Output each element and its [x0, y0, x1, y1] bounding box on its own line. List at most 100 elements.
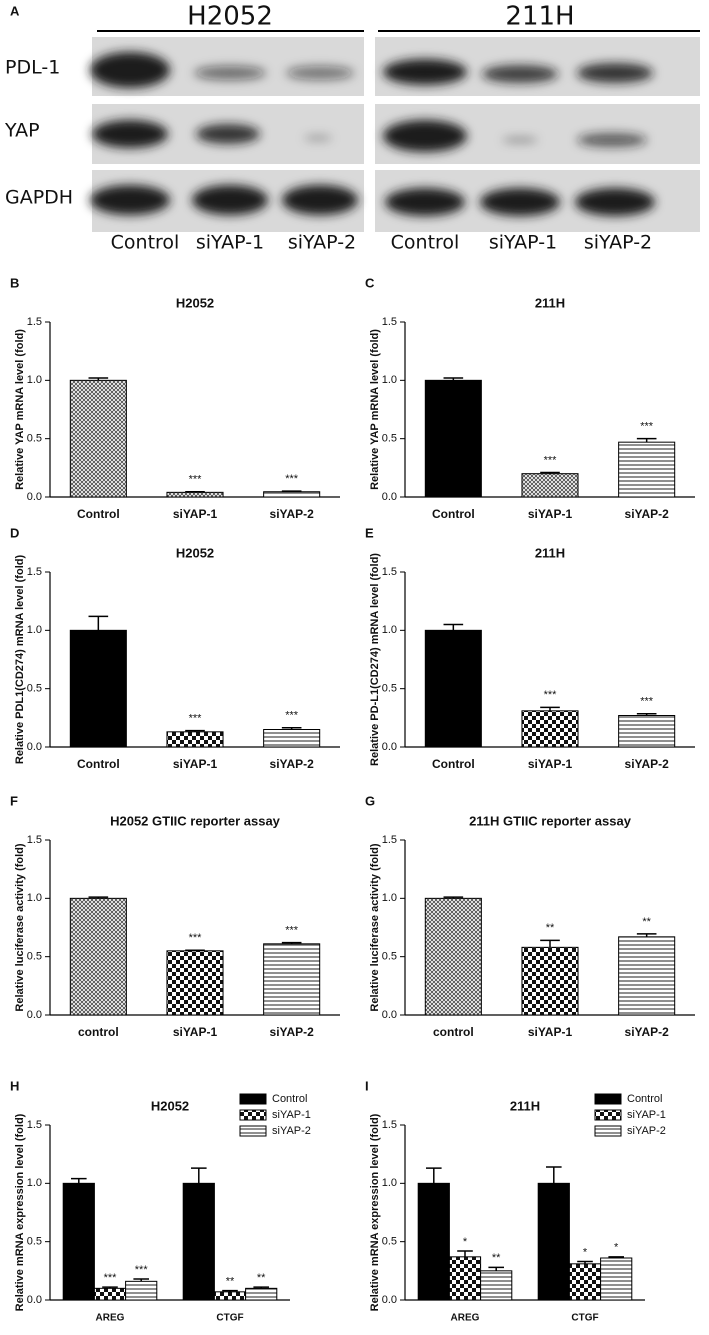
cell-line: H2052 [187, 2, 273, 32]
y-tick-label: 1.0 [382, 624, 397, 636]
significance: *** [135, 1264, 149, 1276]
significance: *** [640, 421, 654, 433]
legend-label: siYAP-1 [272, 1109, 311, 1121]
chart-title: 211H [535, 545, 565, 560]
lane-label: siYAP-1 [489, 232, 557, 254]
y-tick-label: 1.0 [382, 1177, 397, 1189]
bar [417, 1182, 450, 1301]
error-bar [540, 706, 560, 711]
y-tick-label: 0.5 [382, 683, 397, 695]
lane-label: Control [391, 232, 460, 254]
y-tick-label: 1.5 [27, 316, 42, 328]
panel-letter: B [10, 275, 19, 290]
y-tick-label: 0.0 [382, 1294, 397, 1306]
error-bar [457, 1250, 473, 1257]
significance: ** [257, 1272, 266, 1284]
x-tick-label: siYAP-2 [625, 757, 670, 771]
error-bar [71, 1177, 87, 1184]
significance: *** [104, 1272, 118, 1284]
y-tick-label: 1.0 [27, 892, 42, 904]
error-bar [636, 933, 657, 937]
y-axis-label: Relative PD-L1(CD274) mRNA level (fold) [369, 553, 381, 766]
x-tick-label: Control [432, 507, 475, 521]
western-blot: A H2052 211H PDL-1 YAP GAPDH Control siY… [4, 2, 700, 254]
y-tick-label: 1.0 [382, 892, 397, 904]
y-tick-label: 0.5 [382, 951, 397, 963]
chart-title: H2052 [151, 1098, 189, 1113]
panel-letter: A [10, 3, 20, 18]
x-tick-label: siYAP-2 [270, 757, 315, 771]
panel-letter: D [10, 525, 19, 540]
y-tick-label: 0.0 [27, 1294, 42, 1306]
y-tick-label: 0.5 [27, 951, 42, 963]
error-bar [253, 1286, 269, 1289]
x-tick-label: siYAP-1 [173, 1025, 218, 1039]
bar [424, 897, 482, 1016]
bar [166, 491, 224, 498]
legend-label: Control [627, 1093, 662, 1105]
bar [263, 729, 321, 748]
significance: ** [226, 1276, 235, 1288]
y-tick-label: 0.0 [382, 741, 397, 753]
error-bar [222, 1289, 238, 1292]
error-bar [102, 1286, 118, 1289]
x-tick-label: Control [432, 757, 475, 771]
lane-label: siYAP-2 [288, 232, 356, 254]
bar [521, 946, 579, 1016]
error-bar [88, 615, 109, 631]
y-tick-label: 0.0 [382, 491, 397, 503]
x-tick-label: CTGF [216, 1313, 243, 1324]
bar [424, 379, 482, 498]
x-tick-label: Control [77, 507, 120, 521]
bar [263, 491, 321, 498]
bar [182, 1182, 215, 1301]
legend-swatch [594, 1093, 622, 1105]
chart-title: H2052 [176, 545, 214, 560]
panel-letter: G [365, 793, 375, 808]
significance: *** [189, 713, 203, 725]
y-tick-label: 1.5 [27, 566, 42, 578]
error-bar [546, 1166, 562, 1184]
x-tick-label: siYAP-2 [625, 1025, 670, 1039]
error-bar [185, 949, 205, 951]
bands [90, 52, 655, 216]
bar [213, 1291, 247, 1301]
bar [618, 441, 676, 498]
y-tick-label: 1.0 [27, 1177, 42, 1189]
error-bar [636, 437, 657, 443]
y-tick-label: 0.0 [27, 1009, 42, 1021]
error-bar [133, 1278, 149, 1282]
error-bar [443, 896, 464, 899]
significance: ** [546, 922, 555, 934]
error-bar [88, 896, 109, 899]
bar [166, 950, 224, 1016]
y-axis-label: Relative mRNA expression level (fold) [369, 1113, 381, 1311]
lane-label: siYAP-1 [196, 232, 264, 254]
y-tick-label: 0.5 [382, 1236, 397, 1248]
bar [521, 710, 579, 748]
bar [166, 731, 224, 748]
x-tick-label: control [78, 1025, 119, 1039]
y-tick-label: 0.0 [27, 741, 42, 753]
error-bar [443, 623, 464, 631]
row-label: PDL-1 [5, 57, 60, 79]
error-bar [488, 1266, 504, 1271]
bar [448, 1256, 482, 1301]
panel-letter: C [365, 275, 375, 290]
y-axis-label: Relative luciferase activity (fold) [14, 843, 26, 1011]
error-bar [185, 729, 205, 732]
x-tick-label: AREG [96, 1313, 125, 1324]
significance: *** [285, 925, 299, 937]
y-axis-label: Relative luciferase activity (fold) [369, 843, 381, 1011]
y-tick-label: 1.5 [382, 1119, 397, 1131]
chart-title: 211H [535, 295, 565, 310]
x-tick-label: siYAP-1 [528, 757, 573, 771]
legend-swatch [239, 1109, 267, 1121]
legend-label: siYAP-2 [627, 1125, 666, 1137]
significance: *** [544, 689, 558, 701]
significance: * [463, 1236, 468, 1248]
error-bar [636, 713, 657, 716]
bar [93, 1287, 127, 1301]
y-tick-label: 0.5 [27, 683, 42, 695]
